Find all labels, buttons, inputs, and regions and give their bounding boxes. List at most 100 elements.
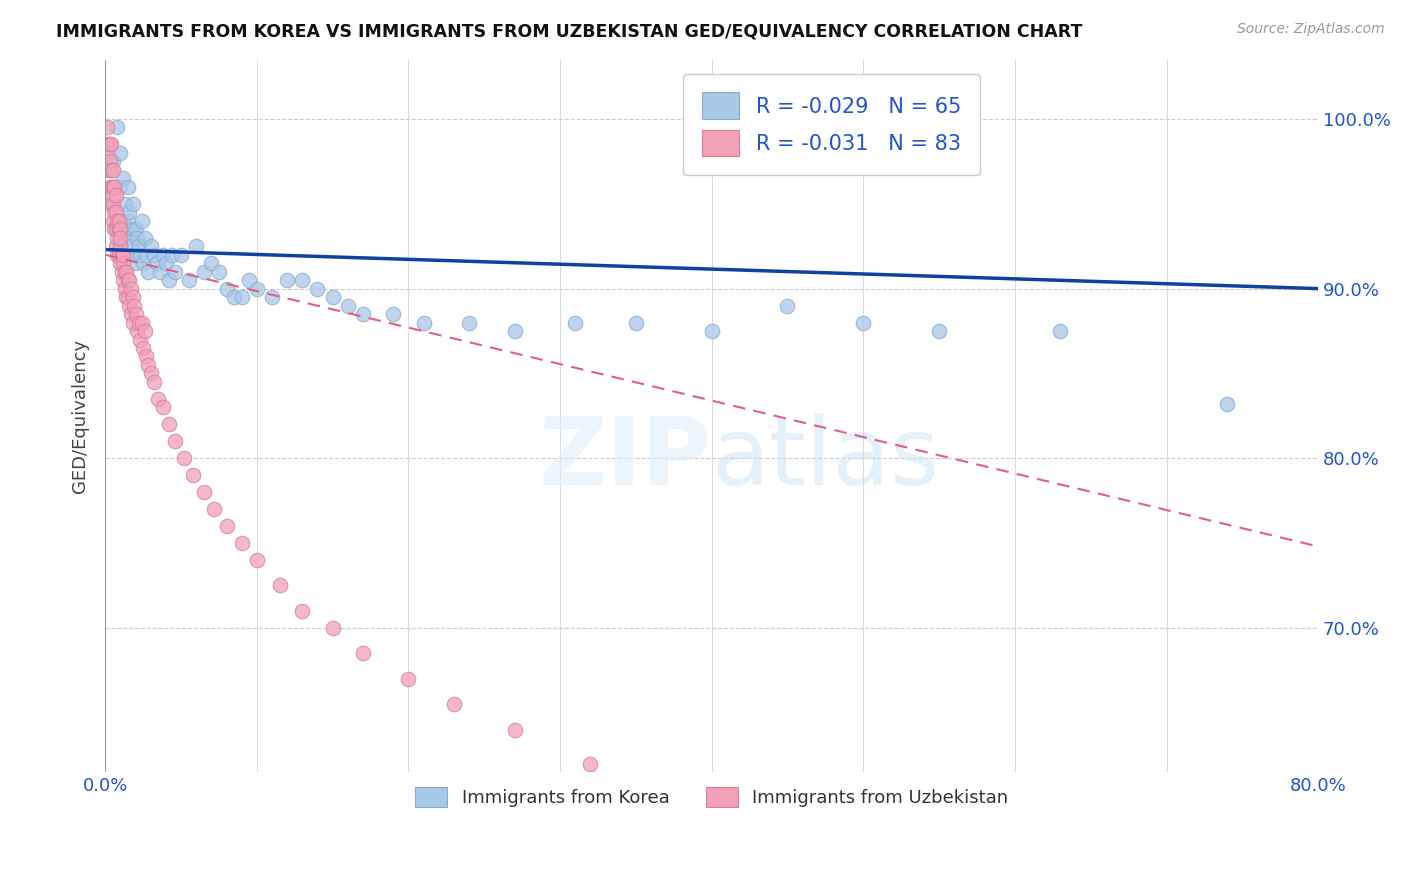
Point — [121, 316, 143, 330]
Point — [155, 256, 177, 270]
Point — [852, 316, 875, 330]
Point — [231, 290, 253, 304]
Point — [307, 282, 329, 296]
Point — [97, 137, 120, 152]
Point — [215, 519, 238, 533]
Point — [700, 790, 723, 805]
Point — [336, 299, 359, 313]
Point — [503, 324, 526, 338]
Point — [124, 222, 146, 236]
Point — [120, 307, 142, 321]
Point — [100, 179, 122, 194]
Point — [142, 375, 165, 389]
Point — [238, 273, 260, 287]
Point — [124, 256, 146, 270]
Point — [117, 273, 139, 287]
Point — [120, 282, 142, 296]
Point — [291, 273, 314, 287]
Point — [1049, 324, 1071, 338]
Point — [134, 324, 156, 338]
Point — [115, 290, 138, 304]
Point — [132, 256, 155, 270]
Point — [98, 137, 121, 152]
Point — [125, 324, 148, 338]
Point — [101, 162, 124, 177]
Point — [114, 196, 136, 211]
Point — [503, 723, 526, 737]
Point — [412, 316, 434, 330]
Point — [114, 282, 136, 296]
Point — [101, 196, 124, 211]
Point — [163, 434, 186, 449]
Point — [352, 646, 374, 660]
Point — [118, 273, 141, 287]
Point — [105, 120, 128, 135]
Point — [110, 231, 132, 245]
Point — [96, 120, 118, 135]
Point — [181, 468, 204, 483]
Text: IMMIGRANTS FROM KOREA VS IMMIGRANTS FROM UZBEKISTAN GED/EQUIVALENCY CORRELATION : IMMIGRANTS FROM KOREA VS IMMIGRANTS FROM… — [56, 22, 1083, 40]
Point — [443, 697, 465, 711]
Point — [200, 256, 222, 270]
Point — [112, 273, 135, 287]
Point — [100, 162, 122, 177]
Point — [104, 205, 127, 219]
Point — [260, 290, 283, 304]
Point — [193, 485, 215, 500]
Point — [117, 179, 139, 194]
Point — [122, 299, 145, 313]
Point — [118, 231, 141, 245]
Point — [269, 578, 291, 592]
Point — [928, 324, 950, 338]
Point — [110, 239, 132, 253]
Point — [115, 265, 138, 279]
Point — [291, 604, 314, 618]
Point — [1216, 397, 1239, 411]
Legend: Immigrants from Korea, Immigrants from Uzbekistan: Immigrants from Korea, Immigrants from U… — [406, 778, 1018, 816]
Point — [160, 248, 183, 262]
Point — [100, 196, 122, 211]
Point — [104, 222, 127, 236]
Point — [103, 179, 125, 194]
Point — [142, 248, 165, 262]
Point — [700, 324, 723, 338]
Point — [170, 248, 193, 262]
Point — [624, 316, 647, 330]
Point — [118, 299, 141, 313]
Point — [136, 358, 159, 372]
Point — [163, 265, 186, 279]
Point — [322, 621, 344, 635]
Point — [101, 179, 124, 194]
Point — [246, 282, 269, 296]
Point — [129, 333, 152, 347]
Point — [105, 231, 128, 245]
Point — [103, 205, 125, 219]
Point — [135, 248, 157, 262]
Point — [104, 239, 127, 253]
Point — [101, 213, 124, 227]
Point — [121, 196, 143, 211]
Point — [193, 265, 215, 279]
Point — [110, 256, 132, 270]
Point — [131, 316, 153, 330]
Point — [117, 213, 139, 227]
Point — [128, 239, 150, 253]
Point — [108, 248, 131, 262]
Point — [110, 179, 132, 194]
Point — [152, 248, 174, 262]
Point — [124, 307, 146, 321]
Point — [112, 171, 135, 186]
Point — [110, 222, 132, 236]
Point — [115, 222, 138, 236]
Point — [564, 316, 586, 330]
Point — [101, 154, 124, 169]
Point — [98, 179, 121, 194]
Point — [398, 672, 420, 686]
Point — [100, 137, 122, 152]
Point — [125, 231, 148, 245]
Point — [152, 401, 174, 415]
Point — [208, 265, 231, 279]
Y-axis label: GED/Equivalency: GED/Equivalency — [72, 339, 89, 493]
Point — [458, 316, 481, 330]
Text: ZIP: ZIP — [538, 413, 711, 505]
